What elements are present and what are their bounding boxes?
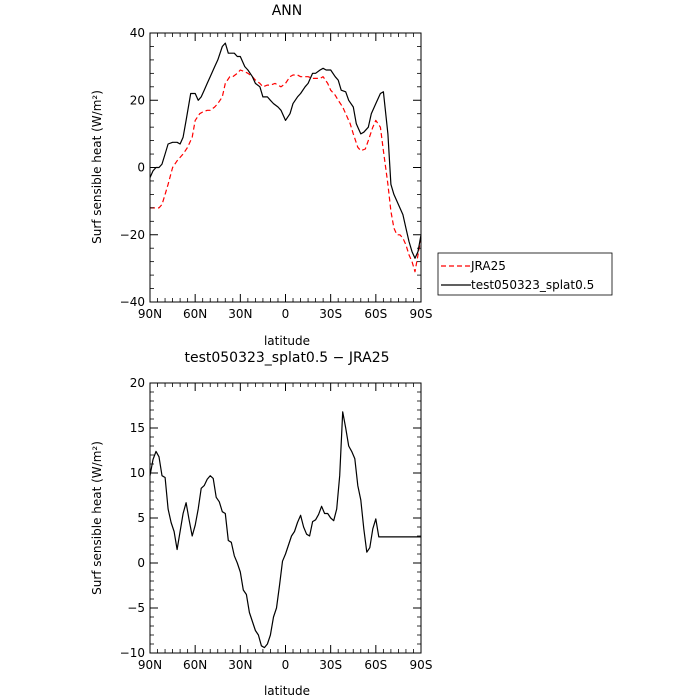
top-panel-xlabel: latitude (264, 334, 310, 348)
y-tick-label: −40 (120, 295, 145, 309)
x-tick-label: 60N (183, 658, 207, 672)
series-line-0-1 (149, 42, 422, 259)
x-tick-label: 0 (282, 307, 290, 321)
y-tick-label: 15 (130, 421, 145, 435)
top-panel-title: ANN (272, 3, 303, 19)
x-tick-label: 0 (282, 658, 290, 672)
y-tick-label: 10 (130, 466, 145, 480)
y-tick-label: 5 (137, 511, 145, 525)
bottom-panel-xlabel: latitude (264, 684, 310, 698)
y-tick-label: 0 (137, 161, 145, 175)
top-panel-ylabel: Surf sensible heat (W/m²) (90, 90, 104, 244)
legend: JRA25 test050323_splat0.5 (437, 252, 613, 296)
series-line-0-0 (150, 69, 422, 273)
y-tick-label: 0 (137, 556, 145, 570)
x-tick-label: 90N (138, 658, 162, 672)
bottom-panel-lines (149, 411, 421, 649)
x-tick-label: 30S (319, 307, 342, 321)
series-line-1-0 (149, 411, 421, 649)
legend-box (437, 252, 613, 296)
y-tick-label: −10 (120, 646, 145, 660)
y-tick-label: −5 (127, 601, 145, 615)
bottom-panel: test050323_splat0.5 − JRA25 90N 60N 30N 0 30… (90, 350, 432, 698)
bottom-panel-tick-labels: 90N 60N 30N 0 30S 60S 90S −10 −5 0 5 10 15 20 (120, 376, 433, 672)
bottom-panel-frame (149, 382, 422, 654)
y-tick-label: 20 (130, 376, 145, 390)
x-tick-label: 90S (410, 658, 433, 672)
x-tick-label: 60S (364, 658, 387, 672)
x-tick-label: 60N (183, 307, 207, 321)
x-tick-label: 30N (228, 658, 252, 672)
legend-label-test: test050323_splat0.5 (471, 278, 594, 292)
y-tick-label: 20 (130, 93, 145, 107)
x-tick-label: 30N (228, 307, 252, 321)
y-tick-label: −20 (120, 228, 145, 242)
top-panel-ticks (149, 32, 422, 303)
top-panel-lines (149, 42, 422, 273)
legend-label-jra25: JRA25 (470, 259, 506, 273)
x-tick-label: 60S (364, 307, 387, 321)
x-tick-label: 90S (410, 307, 433, 321)
top-panel: ANN 90N 60N 30N 0 30S 60S 90S −40 −20 0 20 40 latit… (90, 3, 613, 348)
bottom-panel-title: test050323_splat0.5 − JRA25 (184, 350, 389, 366)
top-panel-tick-labels: 90N 60N 30N 0 30S 60S 90S −40 −20 0 20 40 (120, 26, 433, 321)
y-tick-label: 40 (130, 26, 145, 40)
x-tick-label: 30S (319, 658, 342, 672)
top-panel-frame (149, 32, 422, 303)
bottom-panel-ylabel: Surf sensible heat (W/m²) (90, 441, 104, 595)
x-tick-label: 90N (138, 307, 162, 321)
bottom-panel-ticks (149, 382, 422, 654)
